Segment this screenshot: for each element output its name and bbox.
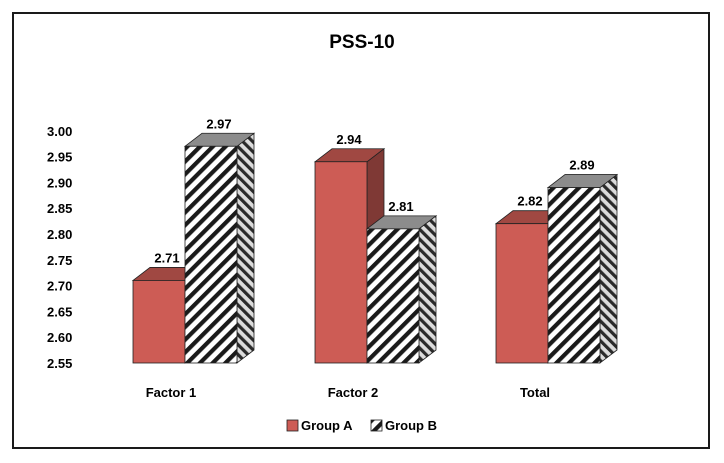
bar-side (418, 215, 437, 364)
data-label: 2.81 (388, 199, 413, 214)
y-tick-label: 2.65 (47, 304, 72, 319)
legend: Group A Group B (286, 418, 437, 433)
legend-label: Group A (301, 418, 353, 433)
y-tick-label: 2.95 (47, 150, 72, 165)
category-label: Factor 2 (328, 385, 379, 400)
bar-front (132, 280, 186, 364)
y-axis: 3.00 2.95 2.90 2.85 2.80 2.75 2.70 2.65 2.60 2.55 (47, 124, 72, 371)
legend-label: Group B (385, 418, 437, 433)
category-label: Total (520, 385, 550, 400)
data-label: 2.89 (569, 158, 594, 173)
y-tick-label: 2.60 (47, 330, 72, 345)
bar-group-a: 2.94 (313, 132, 386, 364)
data-label: 2.82 (517, 194, 542, 209)
x-axis: Factor 1 Factor 2 Total (146, 385, 550, 400)
legend-swatch (370, 419, 383, 432)
data-label: 2.97 (206, 116, 231, 131)
bar-side (236, 132, 255, 364)
y-tick-label: 2.70 (47, 279, 72, 294)
y-tick-label: 2.55 (47, 356, 72, 371)
bar-front (184, 145, 238, 364)
y-tick-label: 3.00 (47, 124, 72, 139)
data-label: 2.94 (336, 132, 362, 147)
y-tick-label: 2.85 (47, 201, 72, 216)
bar-series: 2.71 2.97 2.94 2.81 2.82 2.89 (131, 116, 619, 364)
bar-group-b: 2.97 (183, 116, 256, 364)
y-tick-label: 2.80 (47, 227, 72, 242)
category-label: Factor 1 (146, 385, 197, 400)
bar-front (495, 223, 549, 364)
bar-group-b: 2.81 (365, 199, 438, 364)
data-label: 2.71 (154, 250, 179, 265)
bar-group-b: 2.89 (546, 158, 619, 364)
bar-side (599, 173, 618, 364)
bar-front (547, 187, 601, 364)
bar-front (366, 228, 420, 364)
bar-front (314, 161, 368, 364)
legend-swatch (286, 419, 299, 432)
y-tick-label: 2.75 (47, 253, 72, 268)
chart-title: PSS-10 (329, 32, 394, 53)
y-tick-label: 2.90 (47, 175, 72, 190)
